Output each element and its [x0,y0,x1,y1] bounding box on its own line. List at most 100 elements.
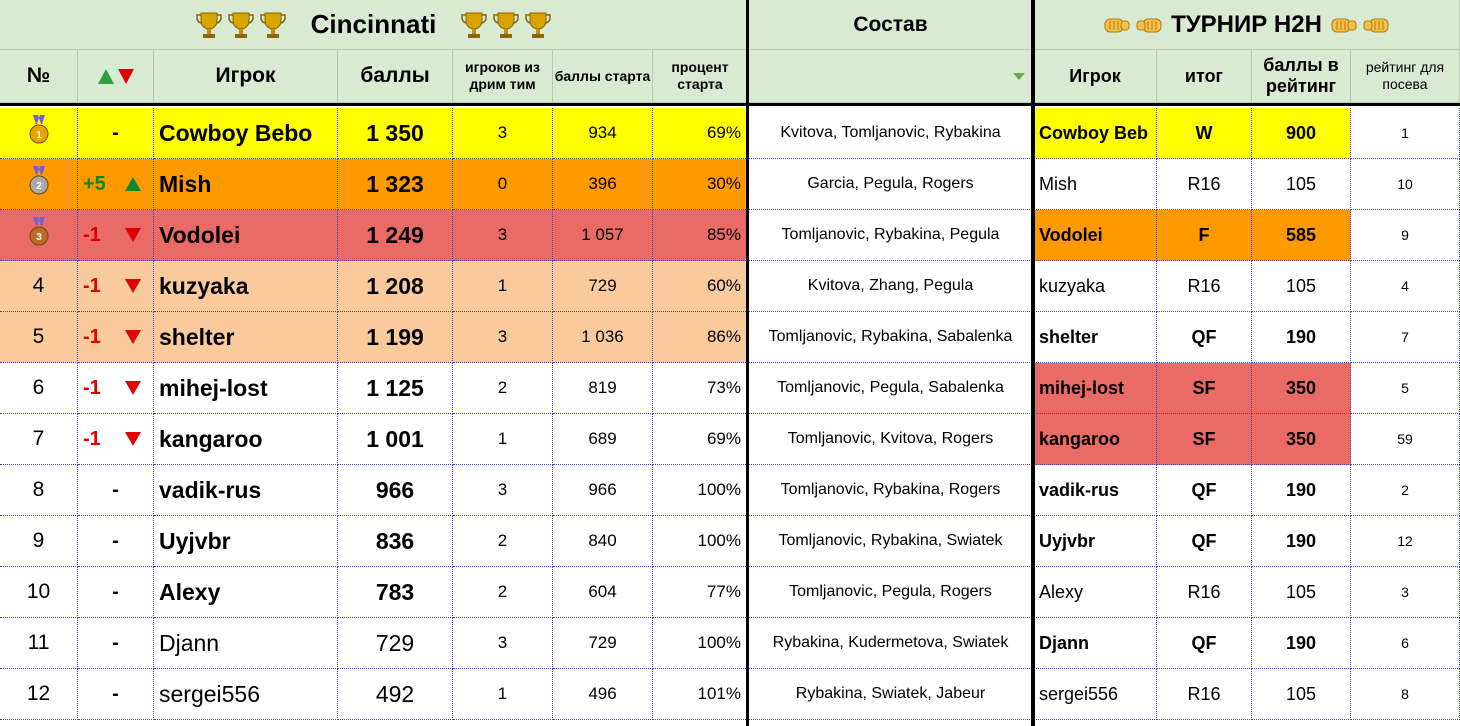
start-percent-cell[interactable]: 85% [653,210,748,261]
seed-rating-cell[interactable]: 10 [1351,159,1460,210]
col-header-dream-team[interactable]: игроков из дрим тим [453,50,553,103]
rank-cell[interactable]: 3 [0,210,78,261]
rating-points-cell[interactable]: 190 [1252,465,1351,516]
squad-cell[interactable]: Kvitova, Zhang, Pegula [748,261,1034,312]
player-name-cell[interactable]: Vodolei [154,210,338,261]
start-percent-cell[interactable]: 86% [653,312,748,363]
col-header-start-percent[interactable]: процент старта [653,50,748,103]
col-header-num[interactable]: № [0,50,78,103]
position-change-cell[interactable]: -1 [78,261,154,312]
points-cell[interactable]: 729 [338,618,453,669]
rating-points-cell[interactable]: 105 [1252,669,1351,720]
col-header-start-points[interactable]: баллы старта [553,50,653,103]
position-change-cell[interactable]: -1 [78,210,154,261]
squad-cell[interactable]: Tomljanovic, Kvitova, Rogers [748,414,1034,465]
squad-cell[interactable]: Tomljanovic, Rybakina, Rogers [748,465,1034,516]
squad-cell[interactable]: Tomljanovic, Rybakina, Sabalenka [748,312,1034,363]
player-name-cell[interactable]: kuzyaka [154,261,338,312]
start-points-cell[interactable]: 934 [553,108,653,159]
squad-cell[interactable]: Tomljanovic, Rybakina, Pegula [748,210,1034,261]
result-cell[interactable]: SF [1157,363,1252,414]
result-cell[interactable]: R16 [1157,669,1252,720]
h2h-title-cell[interactable]: ТУРНИР H2H [1034,0,1460,50]
seed-rating-cell[interactable]: 7 [1351,312,1460,363]
rank-cell[interactable]: 11 [0,618,78,669]
rating-points-cell[interactable]: 105 [1252,261,1351,312]
rank-cell[interactable]: 6 [0,363,78,414]
points-cell[interactable]: 1 323 [338,159,453,210]
start-percent-cell[interactable]: 73% [653,363,748,414]
dream-team-count-cell[interactable]: 3 [453,210,553,261]
result-cell[interactable]: QF [1157,516,1252,567]
dream-team-count-cell[interactable]: 1 [453,261,553,312]
h2h-player-cell[interactable]: Alexy [1034,567,1157,618]
start-points-cell[interactable]: 1 036 [553,312,653,363]
squad-cell[interactable]: Rybakina, Swiatek, Jabeur [748,669,1034,720]
player-name-cell[interactable]: mihej-lost [154,363,338,414]
rank-cell[interactable]: 7 [0,414,78,465]
rating-points-cell[interactable]: 350 [1252,414,1351,465]
result-cell[interactable]: W [1157,108,1252,159]
points-cell[interactable]: 1 199 [338,312,453,363]
h2h-player-cell[interactable]: vadik-rus [1034,465,1157,516]
tournament-title-cell[interactable]: Cincinnati [0,0,748,50]
dream-team-count-cell[interactable]: 1 [453,669,553,720]
result-cell[interactable]: QF [1157,312,1252,363]
points-cell[interactable]: 836 [338,516,453,567]
col-header-h2h-player[interactable]: Игрок [1034,50,1157,103]
h2h-player-cell[interactable]: Vodolei [1034,210,1157,261]
start-percent-cell[interactable]: 100% [653,465,748,516]
rank-cell[interactable]: 9 [0,516,78,567]
start-points-cell[interactable]: 496 [553,669,653,720]
points-cell[interactable]: 1 249 [338,210,453,261]
h2h-player-cell[interactable]: kangaroo [1034,414,1157,465]
dream-team-count-cell[interactable]: 2 [453,516,553,567]
position-change-cell[interactable]: - [78,465,154,516]
dropdown-arrow-icon[interactable] [1013,73,1025,80]
seed-rating-cell[interactable]: 59 [1351,414,1460,465]
player-name-cell[interactable]: Alexy [154,567,338,618]
player-name-cell[interactable]: Uyjvbr [154,516,338,567]
h2h-player-cell[interactable]: mihej-lost [1034,363,1157,414]
start-percent-cell[interactable]: 30% [653,159,748,210]
rating-points-cell[interactable]: 585 [1252,210,1351,261]
position-change-cell[interactable]: +5 [78,159,154,210]
dream-team-count-cell[interactable]: 0 [453,159,553,210]
position-change-cell[interactable]: -1 [78,414,154,465]
start-percent-cell[interactable]: 100% [653,516,748,567]
rating-points-cell[interactable]: 105 [1252,567,1351,618]
rating-points-cell[interactable]: 190 [1252,312,1351,363]
start-percent-cell[interactable]: 69% [653,108,748,159]
position-change-cell[interactable]: - [78,108,154,159]
start-points-cell[interactable]: 966 [553,465,653,516]
start-percent-cell[interactable]: 69% [653,414,748,465]
start-points-cell[interactable]: 1 057 [553,210,653,261]
result-cell[interactable]: SF [1157,414,1252,465]
seed-rating-cell[interactable]: 12 [1351,516,1460,567]
squad-cell[interactable]: Garcia, Pegula, Rogers [748,159,1034,210]
h2h-player-cell[interactable]: Mish [1034,159,1157,210]
start-points-cell[interactable]: 729 [553,261,653,312]
squad-cell[interactable]: Tomljanovic, Pegula, Rogers [748,567,1034,618]
rating-points-cell[interactable]: 350 [1252,363,1351,414]
col-header-player[interactable]: Игрок [154,50,338,103]
dream-team-count-cell[interactable]: 3 [453,465,553,516]
col-header-trend[interactable] [78,50,154,103]
h2h-player-cell[interactable]: shelter [1034,312,1157,363]
result-cell[interactable]: R16 [1157,261,1252,312]
rank-cell[interactable]: 8 [0,465,78,516]
points-cell[interactable]: 1 001 [338,414,453,465]
rating-points-cell[interactable]: 900 [1252,108,1351,159]
h2h-player-cell[interactable]: Cowboy Beb [1034,108,1157,159]
dream-team-count-cell[interactable]: 2 [453,567,553,618]
result-cell[interactable]: QF [1157,618,1252,669]
result-cell[interactable]: F [1157,210,1252,261]
h2h-player-cell[interactable]: Uyjvbr [1034,516,1157,567]
rating-points-cell[interactable]: 105 [1252,159,1351,210]
points-cell[interactable]: 492 [338,669,453,720]
player-name-cell[interactable]: Cowboy Bebo [154,108,338,159]
points-cell[interactable]: 966 [338,465,453,516]
player-name-cell[interactable]: kangaroo [154,414,338,465]
start-points-cell[interactable]: 396 [553,159,653,210]
squad-title-cell[interactable]: Состав [748,0,1034,50]
